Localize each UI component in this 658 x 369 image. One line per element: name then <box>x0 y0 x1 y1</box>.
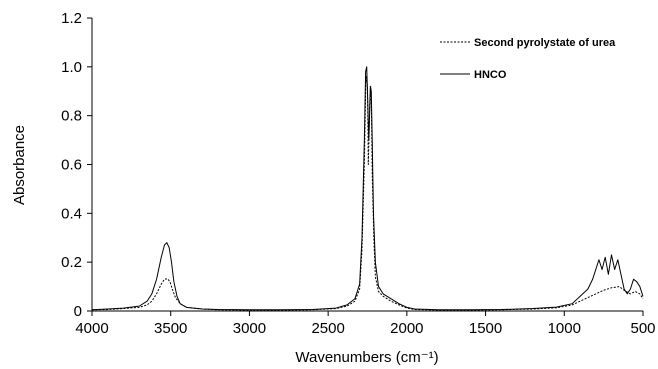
x-tick-label: 1500 <box>469 320 502 337</box>
y-tick-label: 1.2 <box>61 10 82 27</box>
series-layer <box>91 66 644 311</box>
x-tick-label: 1000 <box>548 320 581 337</box>
legend: Second pyrolystate of urea HNCO <box>440 37 616 81</box>
x-tick-label: 2000 <box>390 320 423 337</box>
y-tick-label: 0.4 <box>61 205 82 222</box>
x-tick-label: 500 <box>630 320 655 337</box>
y-tick-label: 0.8 <box>61 108 82 125</box>
legend-label-second-pyrolystate: Second pyrolystate of urea <box>474 37 616 49</box>
y-tick-label: 0 <box>74 303 82 320</box>
y-axis-title: Absorbance <box>11 125 28 205</box>
y-ticks: 0 0.2 0.4 0.6 0.8 1.0 1.2 <box>61 10 92 320</box>
x-tick-label: 3000 <box>233 320 266 337</box>
y-tick-label: 0.2 <box>61 254 82 271</box>
x-axis-title: Wavenumbers (cm⁻¹) <box>295 349 438 366</box>
x-ticks: 4000 3500 3000 2500 2000 1500 1000 500 <box>75 311 656 337</box>
y-tick-label: 0.6 <box>61 157 82 174</box>
x-tick-label: 2500 <box>311 320 344 337</box>
x-tick-label: 3500 <box>154 320 187 337</box>
series-line-hnco <box>91 66 644 311</box>
series-line-second-pyrolystate <box>91 76 644 311</box>
y-tick-label: 1.0 <box>61 59 82 76</box>
x-tick-label: 4000 <box>75 320 108 337</box>
legend-label-hnco: HNCO <box>474 69 507 81</box>
